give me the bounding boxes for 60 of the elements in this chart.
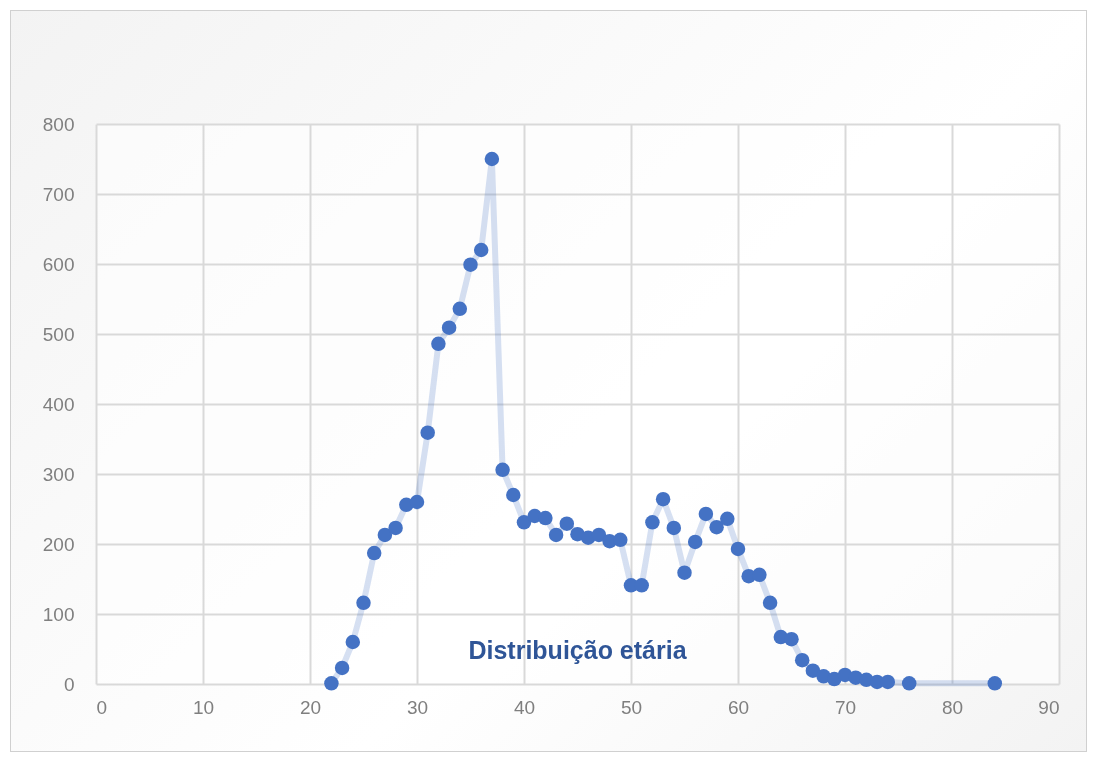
point bbox=[901, 676, 917, 691]
y-tick-label: 600 bbox=[42, 253, 75, 275]
point bbox=[463, 257, 478, 272]
x-tick-label: 60 bbox=[727, 696, 750, 718]
point bbox=[388, 520, 403, 536]
x-tick-label: 20 bbox=[299, 696, 322, 718]
point bbox=[762, 595, 778, 611]
y-tick-label: 500 bbox=[42, 323, 75, 345]
y-tick-label: 800 bbox=[42, 113, 75, 135]
x-tick-label: 30 bbox=[406, 696, 429, 718]
point bbox=[452, 301, 468, 317]
text: Distribuição etária bbox=[468, 636, 688, 664]
point bbox=[687, 534, 703, 550]
point bbox=[431, 336, 446, 352]
point bbox=[356, 595, 371, 611]
point bbox=[506, 487, 521, 503]
y-tick-label: 700 bbox=[42, 183, 75, 205]
point bbox=[377, 527, 393, 543]
point bbox=[698, 506, 714, 522]
point bbox=[548, 527, 564, 543]
point bbox=[559, 516, 575, 531]
x-tick-label: 70 bbox=[834, 696, 857, 718]
point bbox=[409, 494, 425, 510]
x-tick-label: 90 bbox=[1038, 696, 1060, 718]
x-tick-label: 50 bbox=[620, 696, 643, 718]
point bbox=[345, 634, 361, 650]
point bbox=[591, 527, 607, 543]
point bbox=[334, 660, 350, 676]
point bbox=[495, 462, 510, 478]
point bbox=[516, 515, 532, 530]
point bbox=[484, 151, 500, 167]
x-tick-label: 0 bbox=[96, 696, 108, 718]
x-tick-label: 40 bbox=[513, 696, 536, 718]
point bbox=[730, 541, 746, 557]
y-tick-label: 400 bbox=[42, 393, 75, 415]
point bbox=[538, 510, 553, 526]
point bbox=[752, 567, 767, 583]
y-tick-label: 100 bbox=[42, 603, 75, 625]
point bbox=[613, 532, 628, 548]
point bbox=[720, 511, 735, 527]
point bbox=[324, 676, 339, 691]
point bbox=[880, 674, 896, 690]
point bbox=[420, 425, 435, 440]
y-tick-label: 300 bbox=[42, 463, 75, 485]
point bbox=[987, 676, 1003, 691]
point bbox=[794, 652, 810, 668]
point bbox=[473, 242, 489, 258]
point bbox=[677, 565, 692, 580]
x-tick-label: 10 bbox=[192, 696, 215, 718]
point bbox=[666, 520, 682, 536]
point bbox=[645, 515, 660, 530]
x-tick-label: 80 bbox=[941, 696, 964, 718]
point bbox=[441, 320, 457, 335]
y-tick-label: 200 bbox=[42, 533, 75, 555]
point bbox=[634, 578, 649, 593]
point bbox=[784, 631, 799, 647]
y-tick-label: 0 bbox=[63, 673, 75, 695]
point bbox=[709, 519, 724, 535]
point bbox=[655, 491, 671, 507]
point bbox=[366, 545, 382, 561]
